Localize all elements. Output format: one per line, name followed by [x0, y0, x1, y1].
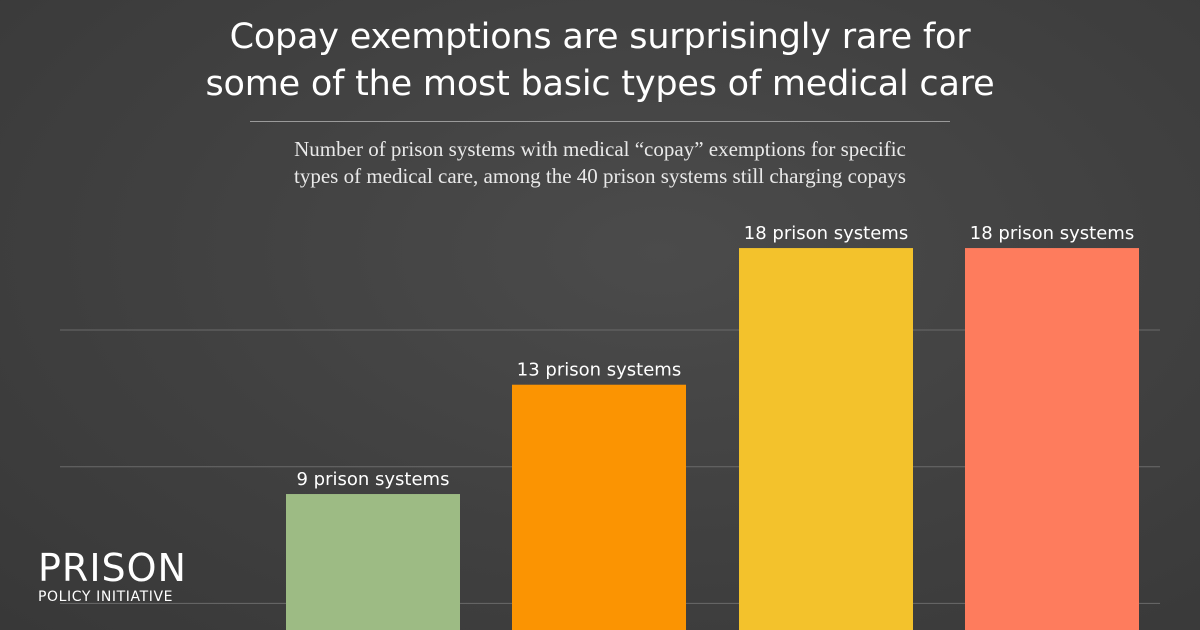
bar-2-data-label: 13 prison systems [517, 360, 681, 381]
bar-3-data-label: 18 prison systems [744, 223, 908, 244]
chart-title-line-1: Copay exemptions are surprisingly rare f… [229, 17, 971, 57]
bar-2 [512, 384, 686, 630]
logo-wordmark: PRISON [38, 546, 187, 590]
bar-4 [965, 248, 1139, 630]
chart-subtitle-line-2: types of medical care, among the 40 pris… [294, 164, 906, 188]
chart-title-line-2: some of the most basic types of medical … [205, 64, 995, 104]
bar-1-data-label: 9 prison systems [297, 469, 450, 490]
bar-3 [739, 248, 913, 630]
bar-4-data-label: 18 prison systems [970, 223, 1134, 244]
chart-subtitle: Number of prison systems with medical “c… [230, 136, 970, 190]
title-divider [250, 121, 950, 122]
chart-subtitle-line-1: Number of prison systems with medical “c… [294, 137, 906, 161]
logo-tagline: POLICY INITIATIVE [38, 589, 174, 605]
prison-policy-initiative-logo: PRISON POLICY INITIATIVE [38, 548, 208, 606]
bar-1 [286, 494, 460, 630]
chart-title: Copay exemptions are surprisingly rare f… [150, 14, 1050, 108]
